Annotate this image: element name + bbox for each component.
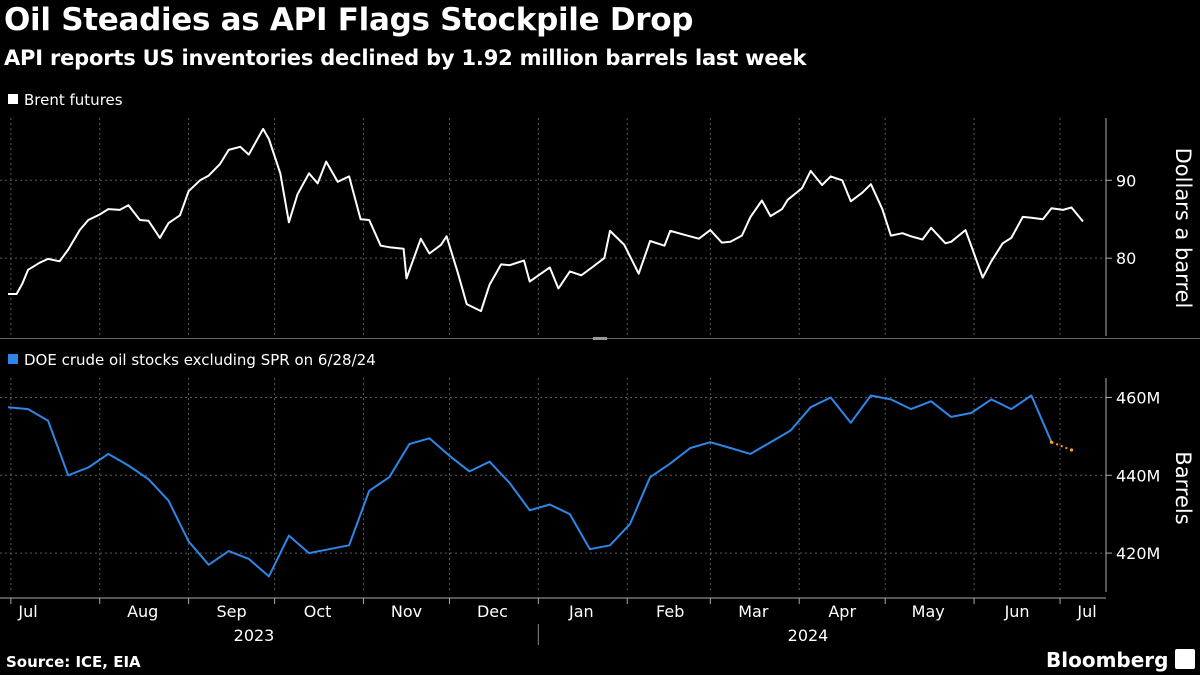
x-tick-label-month: Nov [391,602,422,621]
x-tick-label-year: 2023 [234,626,275,645]
x-tick-label-month: Feb [656,602,684,621]
x-tick-label-year: 2024 [788,626,829,645]
y-tick-label: 80 [1116,249,1136,268]
stocks-data-point [1069,448,1074,452]
x-tick-label-month: Apr [828,602,856,621]
stocks-series-line [7,394,1053,578]
x-tick-label-month: Jun [1004,602,1030,621]
y-tick-label: 460M [1116,388,1160,407]
x-tick-label-month: Aug [127,602,158,621]
x-tick-label-month: Jan [568,602,594,621]
x-tick-label-month: Oct [304,602,332,621]
x-tick-label-month: May [912,602,945,621]
stocks-legend-label: DOE crude oil stocks excluding SPR on 6/… [24,351,376,369]
y-tick-label: 420M [1116,544,1160,563]
x-tick-label-month: Dec [477,602,508,621]
stocks-legend-swatch [8,354,18,364]
brent-legend-swatch [8,94,18,104]
stocks-projection-line [1051,441,1072,451]
chart-title: Oil Steadies as API Flags Stockpile Drop [4,2,694,38]
x-tick-label-month: Sep [217,602,247,621]
x-tick-label-month: Jul [17,602,37,621]
bloomberg-logo: Bloomberg [1046,648,1169,672]
chart-subtitle: API reports US inventories declined by 1… [4,46,807,70]
x-tick-label-month: Mar [738,602,769,621]
brent-y-axis-title: Dollars a barrel [1171,148,1195,309]
stocks-y-axis-title: Barrels [1171,451,1195,524]
y-tick-label: 90 [1116,171,1136,190]
source-note: Source: ICE, EIA [6,653,141,671]
y-tick-label: 440M [1116,466,1160,485]
bloomberg-logo-mark [1175,649,1195,669]
x-tick-label-month: Jul [1076,602,1096,621]
brent-legend-label: Brent futures [24,91,123,109]
stocks-data-point [1049,440,1054,444]
brent-series-line [8,127,1084,313]
